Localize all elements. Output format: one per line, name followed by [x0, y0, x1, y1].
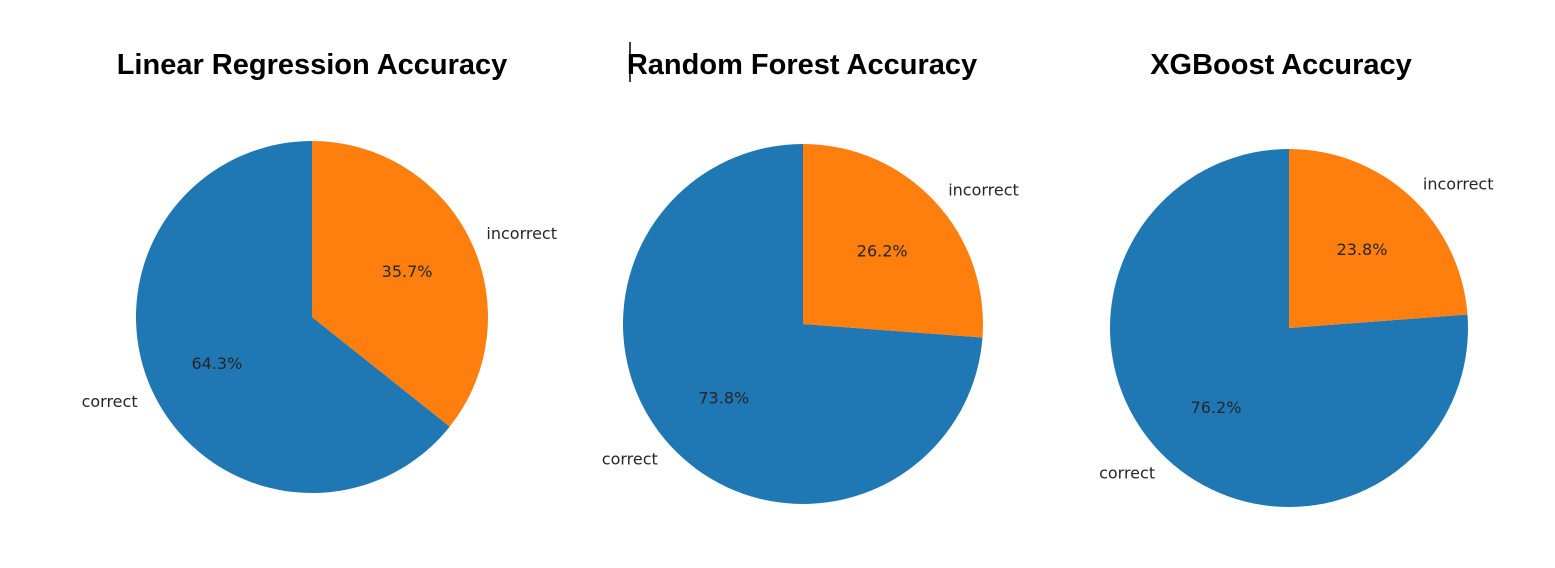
pie-slice-value-label: 64.3% — [191, 354, 242, 373]
pie-slice-incorrect — [803, 144, 984, 338]
pie-slice-category-label: incorrect — [1423, 175, 1494, 194]
pie-slice-incorrect — [1289, 149, 1468, 328]
chart-title: Linear Regression Accuracy — [117, 49, 508, 81]
chart-title: XGBoost Accuracy — [1150, 49, 1412, 81]
xgboost-accuracy-pie-chart: XGBoost Accuracy 76.2% correct 23.8% incorre… — [1099, 49, 1494, 507]
pie-slice-value-label: 35.7% — [382, 262, 433, 281]
pie-slice-incorrect — [312, 141, 488, 427]
pie-slice-correct — [623, 144, 983, 504]
pie-slice-value-label: 76.2% — [1191, 398, 1242, 417]
pie-slice-category-label: incorrect — [948, 180, 1019, 199]
pie-slice-category-label: correct — [1099, 463, 1155, 482]
pie-slice-correct — [135, 140, 450, 493]
pie-slice-value-label: 26.2% — [857, 242, 908, 261]
pie-slice-correct — [1109, 149, 1468, 507]
pie-slice-category-label: incorrect — [486, 224, 557, 243]
pie-slice-value-label: 23.8% — [1337, 240, 1388, 259]
pie-slice-category-label: correct — [602, 450, 658, 469]
random-forest-accuracy-pie-chart: Random Forest Accuracy 73.8% correct 26.2% i… — [602, 49, 1019, 504]
linear-regression-accuracy-pie-chart: Linear Regression Accuracy 64.3% correct 35… — [82, 49, 557, 493]
pie-slice-value-label: 73.8% — [698, 388, 749, 407]
chart-title: Random Forest Accuracy — [627, 49, 977, 81]
pie-slice-category-label: correct — [82, 392, 138, 411]
